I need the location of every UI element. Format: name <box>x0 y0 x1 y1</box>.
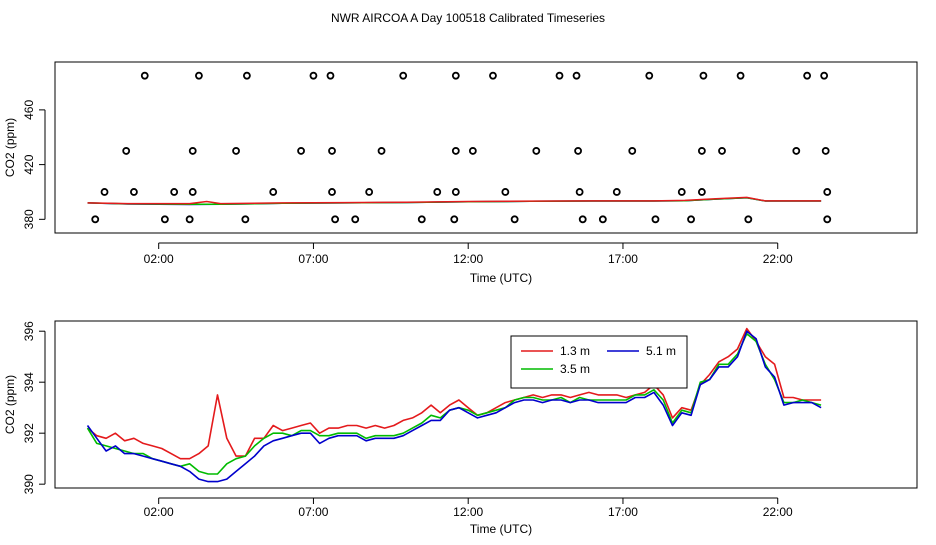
panel-top-scatter-point <box>451 188 460 196</box>
panel-bottom-y-axis-title: CO2 (ppm) <box>3 375 17 434</box>
panel-top-scatter-point <box>651 215 660 224</box>
panel-top-scatter-point <box>510 215 519 224</box>
legend-label: 5.1 m <box>646 344 676 358</box>
panel-top-scatter-point <box>489 71 497 80</box>
panel-top-scatter-point <box>697 188 706 196</box>
panel-top-scatter-point <box>744 215 753 224</box>
panel-top-scatter-point <box>331 215 340 224</box>
panel-top-scatter-point <box>417 215 426 224</box>
panel-top-x-tick-label: 12:00 <box>453 252 483 266</box>
panel-top-scatter-point <box>122 147 131 155</box>
panel-top-scatter-point <box>365 188 374 196</box>
panel-top-scatter-point <box>803 71 812 80</box>
panel-top-scatter-point <box>736 71 745 80</box>
panel-top-scatter-point <box>140 71 149 80</box>
panel-top-scatter-point <box>598 215 607 224</box>
chart-title: NWR AIRCOA A Day 100518 Calibrated Times… <box>331 11 605 25</box>
panel-top-scatter-point <box>328 188 336 196</box>
panel-bottom-series-line <box>86 332 822 475</box>
panel-bottom-x-tick-label: 12:00 <box>453 505 483 519</box>
panel-top-scatter-point <box>297 147 305 155</box>
panel-top-scatter-point <box>823 188 832 196</box>
panel-top-scatter-point <box>612 188 621 196</box>
panel-top-scatter-point <box>188 188 197 196</box>
panel-top-y-tick-label: 420 <box>22 154 36 174</box>
panel-top-x-tick-label: 17:00 <box>608 252 638 266</box>
panel-bottom-y-tick-label: 396 <box>22 321 36 341</box>
panel-top-scatter-point <box>572 71 581 80</box>
panel-top-scatter-point <box>677 188 686 196</box>
panel-top-frame <box>54 61 918 234</box>
panel-top-scatter-point <box>91 215 100 224</box>
panel-top-scatter-point <box>399 71 408 80</box>
panel-top-scatter-point <box>433 188 442 196</box>
panel-top-scatter-point <box>328 147 336 155</box>
panel-top-scatter-point <box>699 71 708 80</box>
panel-bottom-frame <box>54 320 918 489</box>
panel-top-scatter-point <box>160 215 169 224</box>
panel-top-scatter-point <box>555 71 564 80</box>
panel-bottom-x-axis-title: Time (UTC) <box>470 522 532 536</box>
panel-top-scatter-point <box>377 147 386 155</box>
panel-top-scatter-point <box>451 147 460 155</box>
panel-top-scatter-point <box>241 215 250 224</box>
legend-label: 3.5 m <box>560 362 590 376</box>
panel-top-scatter-point <box>820 71 829 80</box>
panel-top-scatter-point <box>532 147 541 155</box>
panel-top-scatter-point <box>821 147 830 155</box>
panel-top-scatter-point <box>575 188 584 196</box>
panel-top-scatter-point <box>195 71 203 80</box>
panel-top-scatter-point <box>309 71 318 80</box>
panel-top-scatter-point <box>100 188 109 196</box>
panel-top-scatter-point <box>823 215 832 224</box>
panel-top-scatter-point <box>188 147 197 155</box>
panel-top-scatter-point <box>269 188 278 196</box>
panel-bottom-x-tick-label: 17:00 <box>608 505 638 519</box>
panel-top-scatter-point <box>468 147 477 155</box>
panel-top-scatter-point <box>242 71 251 80</box>
panel-top-scatter-point <box>687 215 695 224</box>
panel-top-scatter-point <box>351 215 360 224</box>
panel-top-scatter-point <box>792 147 801 155</box>
panel-top-x-tick-label: 07:00 <box>298 252 328 266</box>
panel-top-scatter-point <box>170 188 179 196</box>
panel-top-scatter-point <box>232 147 240 155</box>
panel-top-scatter-point <box>628 147 637 155</box>
panel-bottom-y-tick-label: 394 <box>22 372 36 392</box>
panel-bottom-series-line <box>86 330 822 483</box>
panel-top-y-tick-label: 380 <box>22 209 36 229</box>
panel-bottom-x-tick-label: 02:00 <box>144 505 174 519</box>
panel-top-scatter-point <box>578 215 587 224</box>
panel-bottom-y-tick-label: 392 <box>22 423 36 443</box>
panel-bottom-y-tick-label: 390 <box>22 474 36 494</box>
panel-top-x-tick-label: 22:00 <box>763 252 793 266</box>
panel-top-y-axis-title: CO2 (ppm) <box>3 118 17 177</box>
panel-top-scatter-point <box>574 147 582 155</box>
panel-top-scatter-point <box>718 147 726 155</box>
panel-top-scatter-point <box>450 215 459 224</box>
panel-top-scatter-point <box>451 71 460 80</box>
panel-top-scatter-point <box>326 71 335 80</box>
legend-label: 1.3 m <box>560 344 590 358</box>
panel-bottom-x-tick-label: 07:00 <box>298 505 328 519</box>
panel-top-scatter-point <box>645 71 654 80</box>
panel-top-x-axis-title: Time (UTC) <box>470 271 532 285</box>
panel-top-scatter-point <box>185 215 194 224</box>
panel-top-series-line <box>87 196 822 205</box>
panel-top-scatter-point <box>501 188 510 196</box>
panel-top-x-tick-label: 02:00 <box>144 252 174 266</box>
legend-box <box>510 335 688 389</box>
panel-bottom-x-tick-label: 22:00 <box>763 505 793 519</box>
panel-top-y-tick-label: 460 <box>22 100 36 120</box>
panel-top-scatter-point <box>697 147 706 155</box>
panel-bottom-series-line <box>86 327 822 460</box>
panel-top-scatter-point <box>130 188 138 196</box>
